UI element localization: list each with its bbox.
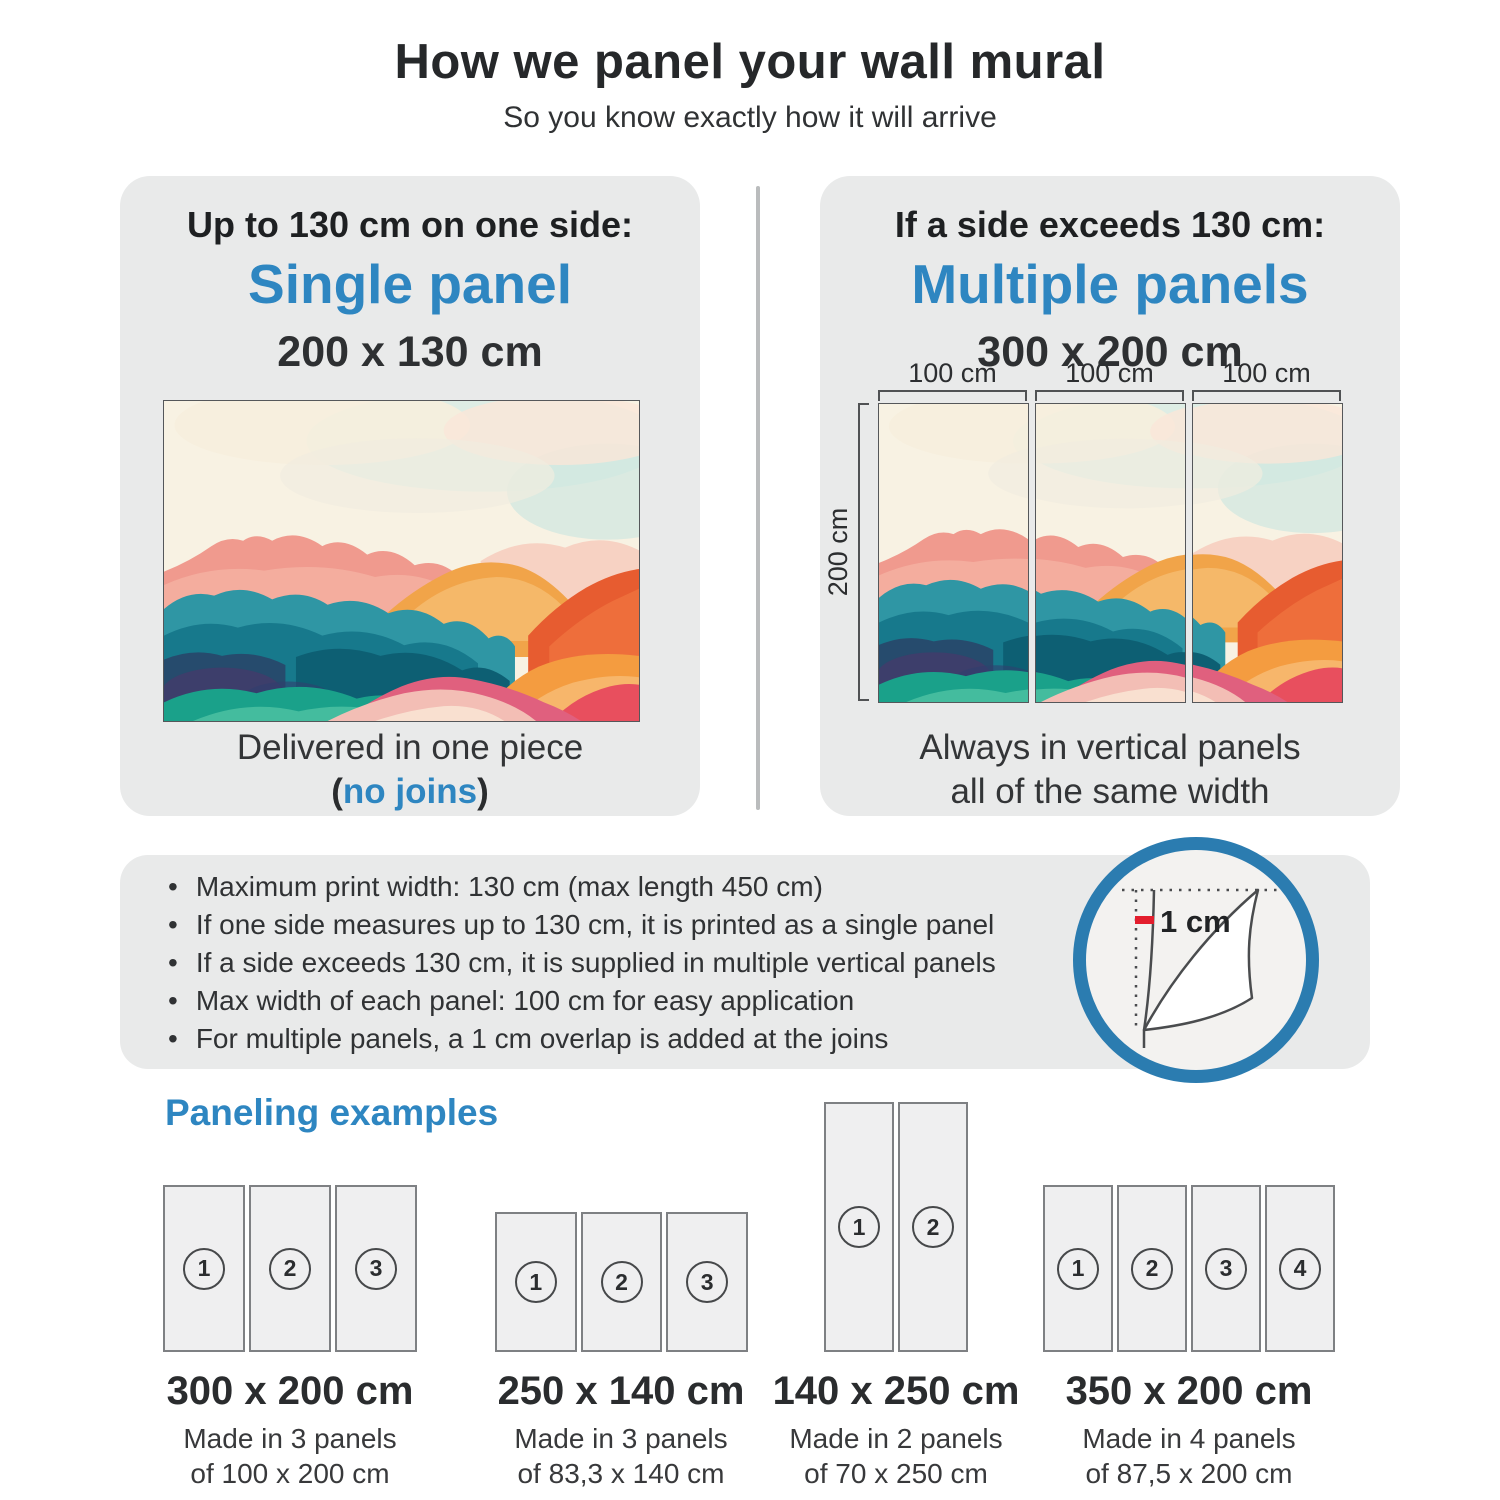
mural-panel-2 [1035, 403, 1186, 703]
multiple-panels-heading: Multiple panels [911, 253, 1309, 315]
example-made-in: Made in 2 panels [789, 1423, 1003, 1454]
example-panel: 2 [1117, 1185, 1187, 1352]
width-label-1: 100 cm [908, 358, 997, 388]
card-divider [756, 186, 760, 810]
panel-number-badge: 3 [355, 1247, 397, 1290]
example-label-250x140: 250 x 140 cm Made in 3 panels of 83,3 x … [451, 1368, 791, 1491]
info-bullet-text: If one side measures up to 130 cm, it is… [195, 909, 995, 940]
info-bullet: • If a side exceeds 130 cm, it is supplie… [168, 944, 996, 982]
panel-number-badge: 3 [686, 1261, 729, 1303]
no-joins-label: no joins [342, 772, 478, 811]
example-panel-size: of 100 x 200 cm [190, 1458, 390, 1489]
example-panel: 2 [249, 1185, 331, 1352]
page-curl-overlap-icon: 1 cm [1122, 888, 1278, 1048]
example-made-in: Made in 3 panels [183, 1423, 397, 1454]
single-panel-mural-image [163, 400, 640, 722]
page-title: How we panel your wall mural [394, 35, 1106, 89]
width-label-2: 100 cm [1065, 358, 1154, 388]
single-panel-size: 200 x 130 cm [277, 328, 543, 376]
single-panel-condition: Up to 130 cm on one side: [186, 204, 634, 245]
mural-panel-1 [878, 403, 1029, 703]
single-panel-heading: Single panel [248, 253, 572, 315]
example-label-140x250: 140 x 250 cm Made in 2 panels of 70 x 25… [726, 1368, 1066, 1491]
panel-number-badge: 2 [912, 1206, 954, 1248]
examples-heading: Paneling examples [165, 1092, 499, 1133]
example-panels-350x200: 1 2 3 4 [1043, 1185, 1335, 1352]
mural-panel-3 [1192, 403, 1343, 703]
info-bullet-text: Maximum print width: 130 cm (max length … [195, 871, 823, 902]
example-panel: 3 [1191, 1185, 1261, 1352]
width-label-3: 100 cm [1222, 358, 1311, 388]
single-panel-card: Up to 130 cm on one side: Single panel 2… [120, 176, 700, 816]
panel-number-badge: 3 [1205, 1247, 1247, 1290]
example-size: 250 x 140 cm [497, 1369, 745, 1413]
example-panel: 1 [824, 1102, 894, 1352]
example-panel: 1 [495, 1212, 577, 1352]
paren-open: ( [331, 772, 343, 811]
bullet-dot-icon: • [168, 985, 178, 1016]
mural-artwork [164, 401, 639, 721]
info-bullet: • Max width of each panel: 100 cm for eas… [168, 982, 996, 1020]
example-made-in: Made in 4 panels [1082, 1423, 1296, 1454]
width-measure-bracket-2 [1035, 390, 1184, 401]
multiple-panels-size: 300 x 200 cm [977, 328, 1243, 376]
example-panel-size: of 83,3 x 140 cm [517, 1458, 725, 1489]
panel-number-badge: 1 [1057, 1247, 1099, 1290]
info-bullet: • Maximum print width: 130 cm (max length… [168, 868, 996, 906]
width-measure-bracket-1 [878, 390, 1027, 401]
info-bullet: • For multiple panels, a 1 cm overlap is … [168, 1020, 996, 1058]
info-bullet-list: • Maximum print width: 130 cm (max length… [168, 868, 996, 1058]
example-size: 140 x 250 cm [772, 1369, 1020, 1413]
panel-number-badge: 1 [183, 1247, 225, 1290]
bullet-dot-icon: • [168, 1023, 178, 1054]
info-bullet-text: If a side exceeds 130 cm, it is supplied… [195, 947, 996, 978]
example-panel: 3 [666, 1212, 749, 1352]
info-bullet-text: Max width of each panel: 100 cm for easy… [195, 985, 855, 1016]
example-panels-140x250: 1 2 [824, 1102, 968, 1352]
bullet-dot-icon: • [168, 871, 178, 902]
info-bullet-text: For multiple panels, a 1 cm overlap is a… [195, 1023, 889, 1054]
bullet-dot-icon: • [168, 947, 178, 978]
example-label-350x200: 350 x 200 cm Made in 4 panels of 87,5 x … [1019, 1368, 1359, 1491]
example-panel: 3 [335, 1185, 417, 1352]
example-panel: 4 [1265, 1185, 1335, 1352]
multiple-panels-card: If a side exceeds 130 cm: Multiple panel… [820, 176, 1400, 816]
panel-number-badge: 4 [1279, 1247, 1321, 1290]
width-measure-bracket-3 [1192, 390, 1341, 401]
single-panel-caption: Delivered in one piece [236, 728, 584, 767]
example-panel-size: of 87,5 x 200 cm [1085, 1458, 1293, 1489]
single-panel-caption-highlight: (no joins) [120, 772, 700, 812]
height-measure-bracket [858, 403, 869, 701]
multiple-panels-condition: If a side exceeds 130 cm: [894, 204, 1326, 245]
example-panel: 1 [1043, 1185, 1113, 1352]
example-panel: 2 [580, 1212, 663, 1352]
height-label: 200 cm [823, 507, 853, 597]
info-bullet: • If one side measures up to 130 cm, it i… [168, 906, 996, 944]
example-panels-250x140: 1 2 3 [495, 1212, 749, 1352]
example-panels-300x200: 1 2 3 [163, 1185, 417, 1352]
example-label-300x200: 300 x 200 cm Made in 3 panels of 100 x 2… [120, 1368, 460, 1491]
panel-number-badge: 2 [600, 1261, 643, 1303]
example-size: 350 x 200 cm [1065, 1369, 1313, 1413]
panel-number-badge: 1 [838, 1206, 880, 1248]
overlap-size-label: 1 cm [1160, 904, 1231, 939]
example-panel: 1 [163, 1185, 245, 1352]
example-panel: 2 [898, 1102, 968, 1352]
example-made-in: Made in 3 panels [514, 1423, 728, 1454]
panel-number-badge: 1 [514, 1261, 557, 1303]
bullet-dot-icon: • [168, 909, 178, 940]
panel-number-badge: 2 [269, 1247, 311, 1290]
paren-close: ) [477, 772, 489, 811]
mural-artwork-segment-2 [1036, 404, 1185, 702]
example-size: 300 x 200 cm [166, 1369, 414, 1413]
multiple-panels-caption-line2: all of the same width [950, 772, 1270, 811]
multiple-panels-caption-line1: Always in vertical panels [919, 728, 1301, 767]
mural-artwork-segment-3 [1193, 404, 1342, 702]
overlap-detail-badge: 1 cm [1073, 837, 1319, 1083]
example-panel-size: of 70 x 250 cm [804, 1458, 988, 1489]
page-subtitle: So you know exactly how it will arrive [503, 101, 997, 134]
mural-artwork-segment-1 [879, 404, 1028, 702]
panel-number-badge: 2 [1131, 1247, 1173, 1290]
